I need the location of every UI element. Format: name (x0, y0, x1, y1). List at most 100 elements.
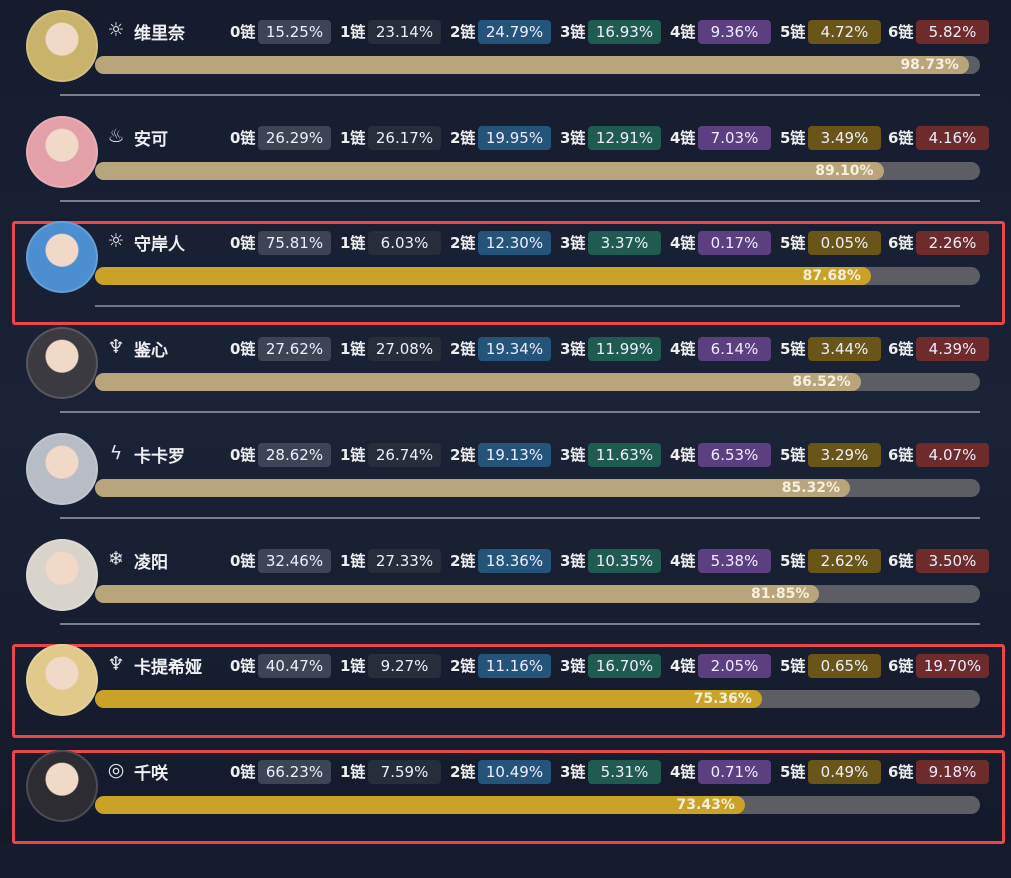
chain-label: 3链 (560, 129, 586, 147)
chain-rate-badge: 11.63% (588, 443, 661, 467)
chain-rate-badge: 3.37% (588, 231, 661, 255)
chain-label: 5链 (780, 446, 806, 464)
chain-label: 2链 (450, 234, 476, 252)
chain-label: 6链 (888, 129, 914, 147)
chain-rate-badge: 5.82% (916, 20, 989, 44)
chain-label: 5链 (780, 763, 806, 781)
chain-label: 1链 (340, 23, 366, 41)
chain-rate-badge: 5.31% (588, 760, 661, 784)
character-row: ☼ 维里奈 0链 15.25% 1链 23.14% 2链 24.79% 3链 16.93% 4链 9.… (0, 10, 1011, 138)
character-name: 鉴心 (134, 341, 168, 361)
spectro-icon: ☼ (107, 19, 125, 41)
ownership-bar-fill: 81.85% (95, 585, 820, 603)
ownership-bar-fill: 98.73% (95, 56, 969, 74)
character-avatar (26, 10, 98, 82)
chain-label: 6链 (888, 234, 914, 252)
character-name: 卡提希娅 (134, 658, 202, 678)
character-name: 卡卡罗 (134, 447, 185, 467)
ownership-bar: 81.85% (95, 585, 980, 603)
chain-label: 0链 (230, 129, 256, 147)
chain-rate-badge: 19.95% (478, 126, 551, 150)
ownership-bar-fill: 85.32% (95, 479, 851, 497)
character-avatar (26, 221, 98, 293)
chain-rate-badge: 27.08% (368, 337, 441, 361)
chain-rate-badge: 3.44% (808, 337, 881, 361)
ownership-bar-fill: 87.68% (95, 267, 871, 285)
chain-rate-badge: 7.03% (698, 126, 771, 150)
chain-rate-badge: 6.14% (698, 337, 771, 361)
chain-label: 5链 (780, 23, 806, 41)
chain-rate-badge: 6.53% (698, 443, 771, 467)
chain-rate-badge: 40.47% (258, 654, 331, 678)
chain-label: 4链 (670, 23, 696, 41)
chain-rate-badge: 16.70% (588, 654, 661, 678)
chain-label: 3链 (560, 234, 586, 252)
chain-rate-badge: 4.39% (916, 337, 989, 361)
chain-label: 0链 (230, 234, 256, 252)
row-divider (60, 411, 980, 413)
character-row: ☼ 守岸人 0链 75.81% 1链 6.03% 2链 12.30% 3链 3.37% 4链 0.17… (0, 221, 1011, 349)
chain-label: 0链 (230, 552, 256, 570)
chain-rate-badge: 32.46% (258, 549, 331, 573)
chain-rate-badge: 7.59% (368, 760, 441, 784)
chain-rate-badge: 26.74% (368, 443, 441, 467)
chain-label: 0链 (230, 657, 256, 675)
ownership-bar-fill: 75.36% (95, 690, 762, 708)
character-name: 维里奈 (134, 24, 185, 44)
chain-label: 2链 (450, 552, 476, 570)
chain-rate-badge: 3.29% (808, 443, 881, 467)
character-row: ◎ 千咲 0链 66.23% 1链 7.59% 2链 10.49% 3链 5.31% 4链 0.71%… (0, 750, 1011, 878)
chain-label: 4链 (670, 129, 696, 147)
chain-label: 2链 (450, 446, 476, 464)
character-avatar (26, 750, 98, 822)
chain-rate-badge: 9.36% (698, 20, 771, 44)
havoc-icon: ◎ (107, 759, 125, 781)
chain-rate-badge: 3.50% (916, 549, 989, 573)
chain-label: 0链 (230, 446, 256, 464)
spectro-icon: ☼ (107, 230, 125, 252)
chain-rate-badge: 4.07% (916, 443, 989, 467)
chain-label: 5链 (780, 340, 806, 358)
chain-label: 1链 (340, 234, 366, 252)
row-divider (60, 517, 980, 519)
electro-icon: ϟ (109, 442, 123, 464)
ownership-bar: 73.43% (95, 796, 980, 814)
chain-rate-badge: 4.16% (916, 126, 989, 150)
chain-rate-badge: 26.17% (368, 126, 441, 150)
chain-label: 1链 (340, 763, 366, 781)
chain-rate-badge: 19.70% (916, 654, 989, 678)
chain-label: 3链 (560, 340, 586, 358)
character-name: 守岸人 (134, 235, 185, 255)
glacio-icon: ❄ (108, 548, 124, 570)
chain-label: 2链 (450, 340, 476, 358)
chain-label: 5链 (780, 552, 806, 570)
ownership-bar: 98.73% (95, 56, 980, 74)
character-row: ❄ 凌阳 0链 32.46% 1链 27.33% 2链 18.36% 3链 10.35% 4链 5.3… (0, 539, 1011, 667)
chain-label: 2链 (450, 129, 476, 147)
aero-icon: ♆ (107, 336, 125, 358)
chain-rate-badge: 2.05% (698, 654, 771, 678)
chain-label: 0链 (230, 23, 256, 41)
chain-rate-badge: 19.34% (478, 337, 551, 361)
character-avatar (26, 116, 98, 188)
chain-label: 5链 (780, 657, 806, 675)
character-row: ♨ 安可 0链 26.29% 1链 26.17% 2链 19.95% 3链 12.91% 4链 7.0… (0, 116, 1011, 244)
character-row: ♆ 鉴心 0链 27.62% 1链 27.08% 2链 19.34% 3链 11.99% 4链 6.1… (0, 327, 1011, 455)
chain-label: 5链 (780, 234, 806, 252)
chain-rate-badge: 19.13% (478, 443, 551, 467)
fusion-icon: ♨ (107, 125, 125, 147)
chain-rate-badge: 12.91% (588, 126, 661, 150)
chain-label: 3链 (560, 446, 586, 464)
chain-rate-badge: 0.49% (808, 760, 881, 784)
chain-rate-badge: 2.62% (808, 549, 881, 573)
chain-label: 2链 (450, 657, 476, 675)
chain-rate-badge: 2.26% (916, 231, 989, 255)
chain-label: 6链 (888, 763, 914, 781)
chain-rate-badge: 4.72% (808, 20, 881, 44)
character-name: 千咲 (134, 764, 168, 784)
chain-label: 4链 (670, 234, 696, 252)
chain-rate-badge: 10.49% (478, 760, 551, 784)
chain-label: 6链 (888, 552, 914, 570)
chain-rate-badge: 16.93% (588, 20, 661, 44)
chain-rate-badge: 0.17% (698, 231, 771, 255)
